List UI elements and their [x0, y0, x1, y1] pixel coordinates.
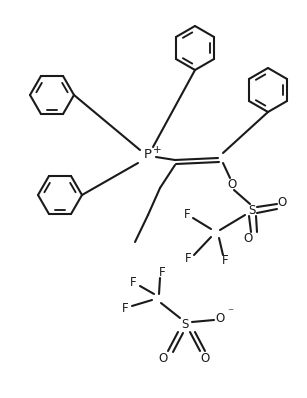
- Text: F: F: [122, 302, 128, 314]
- Text: O: O: [158, 351, 168, 365]
- Text: ⁻: ⁻: [227, 306, 233, 320]
- Text: O: O: [227, 178, 237, 191]
- Text: S: S: [248, 203, 256, 217]
- Text: P: P: [144, 148, 152, 162]
- Text: O: O: [216, 312, 225, 324]
- Text: F: F: [185, 252, 191, 265]
- Text: F: F: [130, 275, 136, 289]
- Text: F: F: [159, 265, 165, 279]
- Text: O: O: [278, 195, 287, 209]
- Text: F: F: [184, 209, 190, 222]
- Text: O: O: [200, 351, 210, 365]
- Text: F: F: [222, 254, 228, 267]
- Text: S: S: [181, 318, 189, 332]
- Text: +: +: [153, 145, 161, 155]
- Text: O: O: [243, 232, 253, 244]
